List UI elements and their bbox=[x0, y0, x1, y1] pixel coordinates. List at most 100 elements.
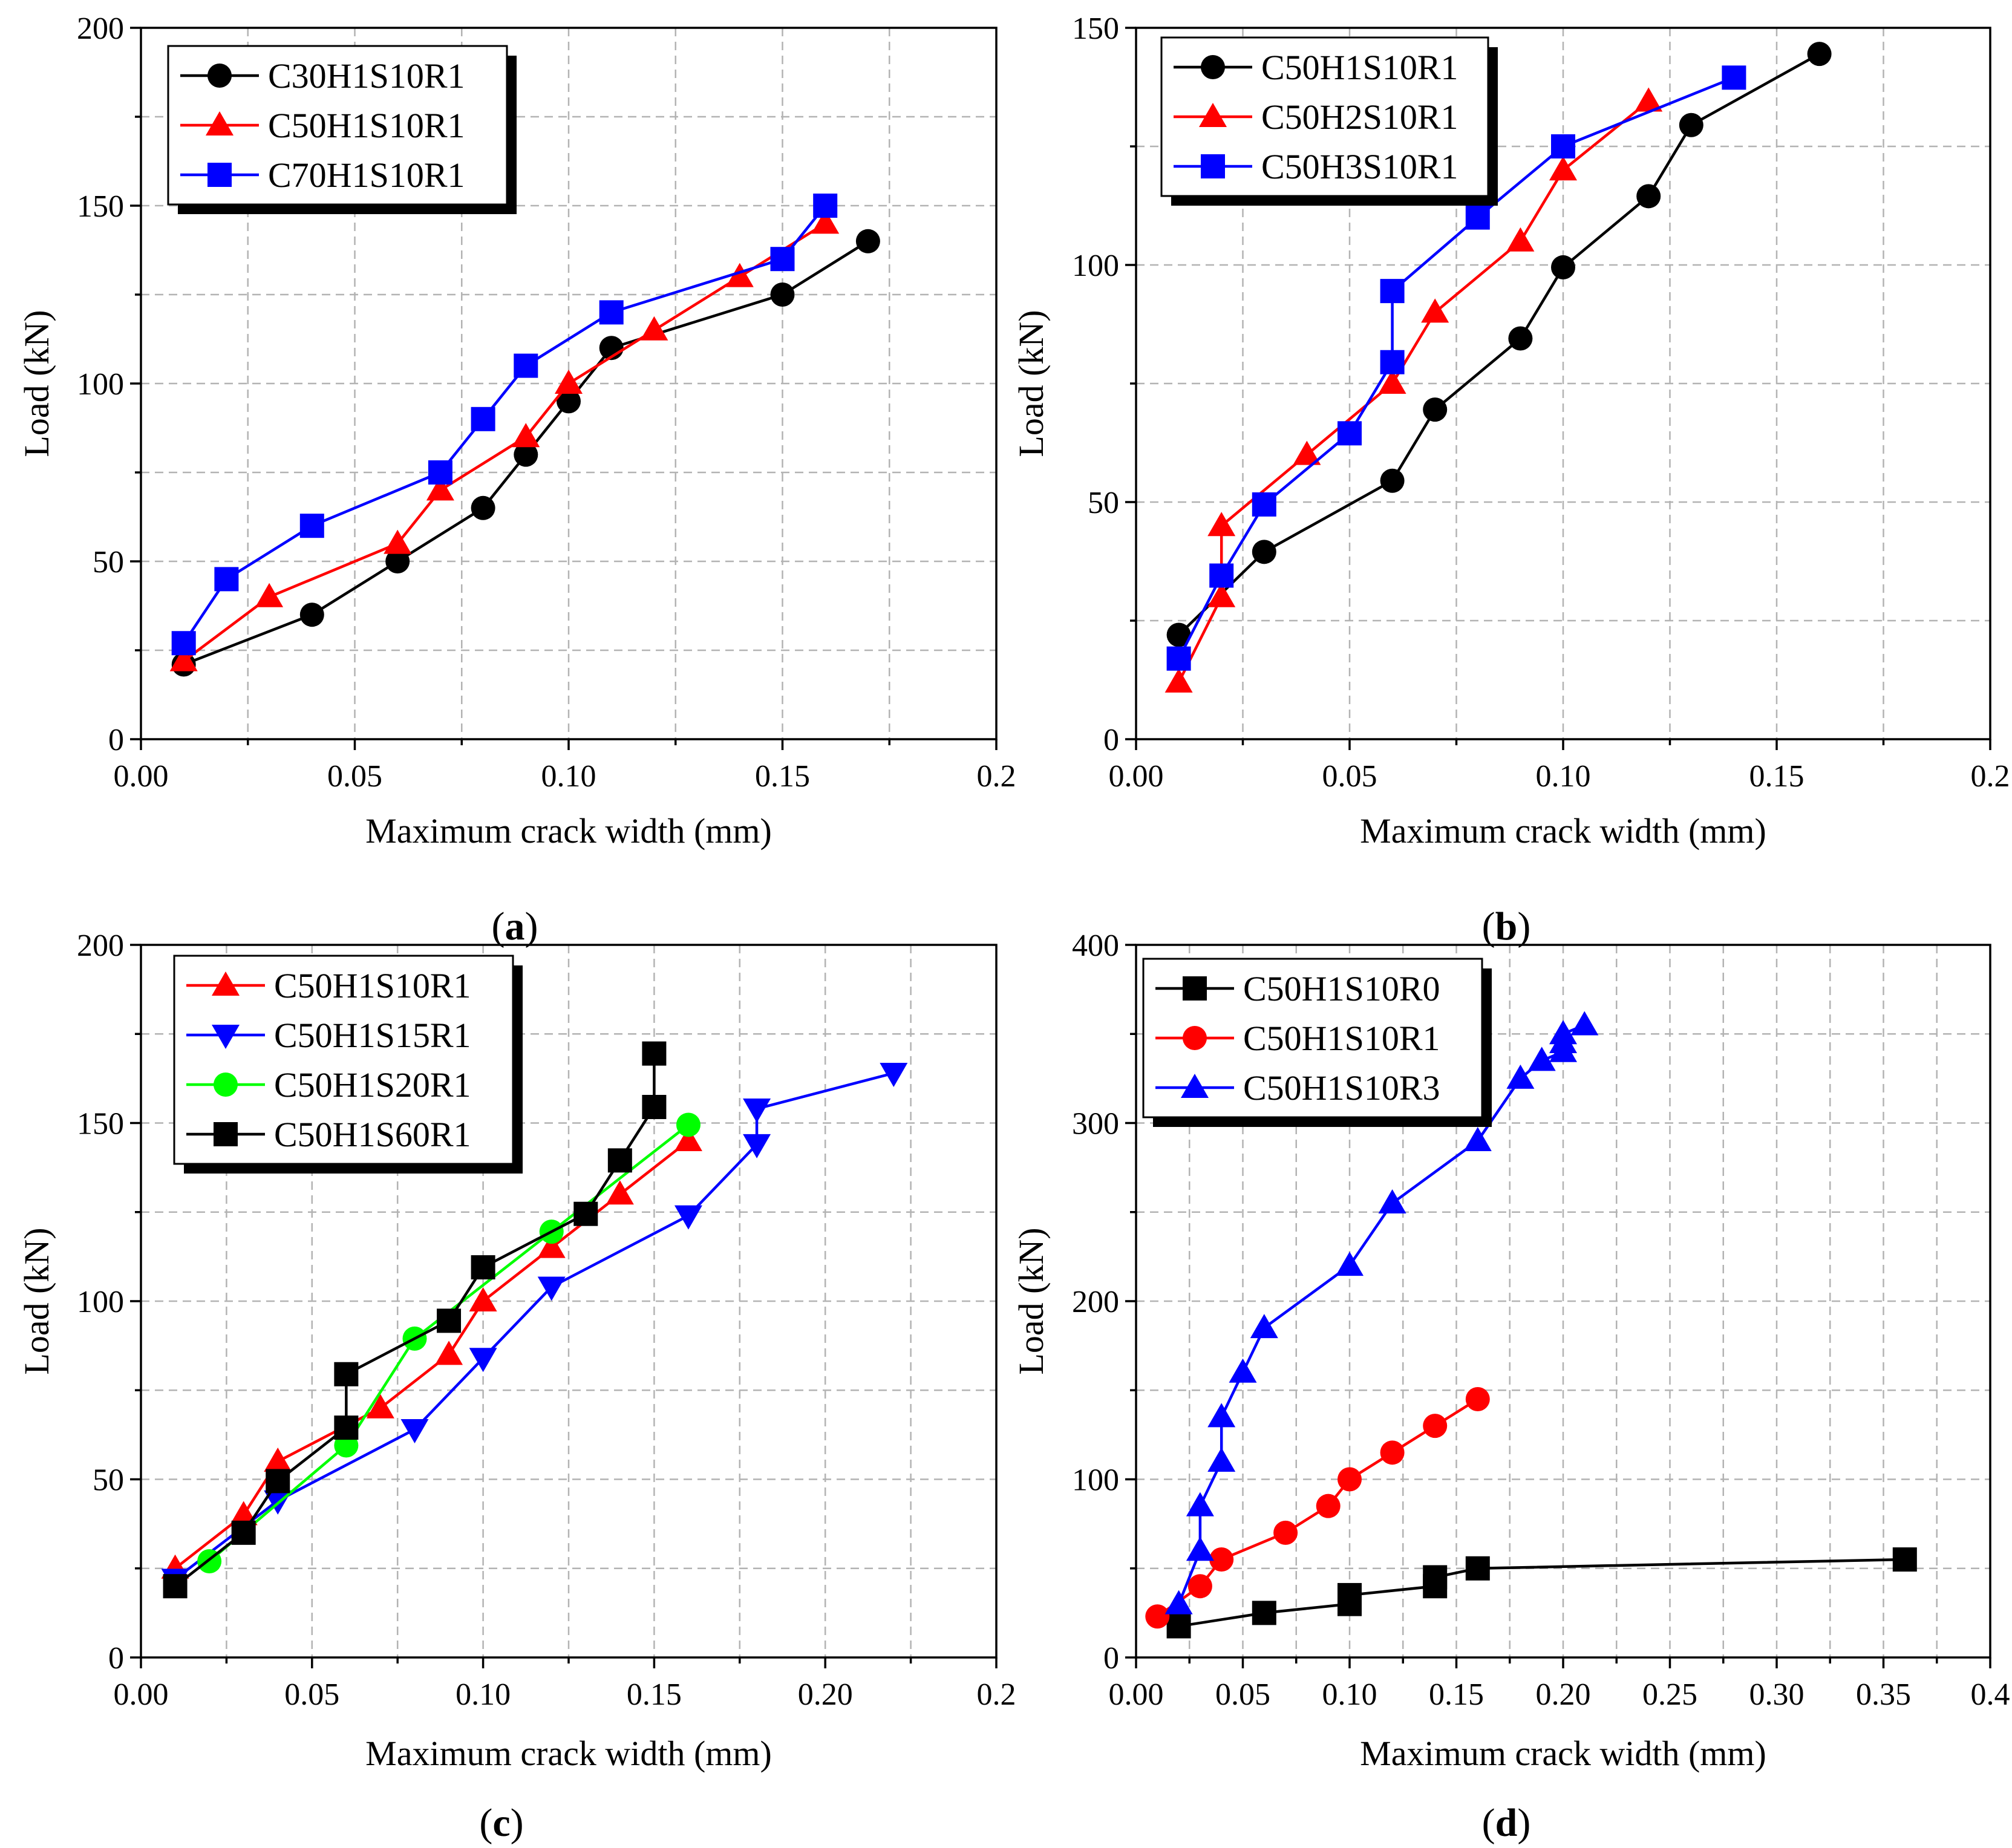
legend-label: C50H1S10R1 bbox=[1261, 48, 1458, 87]
x-tick-label: 0.10 bbox=[1536, 759, 1591, 794]
y-axis-title: Load (kN) bbox=[17, 310, 56, 457]
data-point bbox=[1380, 350, 1405, 374]
x-tick-label: 0.15 bbox=[627, 1677, 682, 1712]
data-point bbox=[366, 1394, 394, 1419]
data-point bbox=[676, 1112, 701, 1137]
data-point bbox=[1636, 184, 1661, 209]
data-point bbox=[1145, 1604, 1170, 1629]
x-axis-title: Maximum crack width (mm) bbox=[1360, 811, 1766, 851]
series-line bbox=[174, 1140, 690, 1570]
legend-c: C50H1S10R1 C50H1S15R1 C50H1S20R1 C50H1S60R1 bbox=[173, 955, 523, 1174]
data-point bbox=[426, 476, 454, 501]
x-axis-title: Maximum crack width (mm) bbox=[365, 811, 772, 851]
legend-marker bbox=[206, 111, 234, 135]
y-tick-label: 50 bbox=[1088, 486, 1119, 520]
data-point bbox=[1316, 1494, 1341, 1518]
data-point bbox=[1807, 42, 1832, 67]
data-point bbox=[1186, 1492, 1214, 1517]
legend-label: C50H1S10R1 bbox=[268, 106, 465, 145]
data-point bbox=[428, 460, 452, 485]
x-axis-title: Maximum crack width (mm) bbox=[365, 1734, 772, 1773]
data-point bbox=[1207, 512, 1236, 537]
panel-label: (b) bbox=[1482, 904, 1531, 948]
y-tick-label: 200 bbox=[77, 11, 124, 46]
y-axis-title: Load (kN) bbox=[1011, 1227, 1051, 1374]
data-point bbox=[1209, 1547, 1234, 1572]
data-point bbox=[743, 1098, 771, 1123]
legend-label: C50H1S15R1 bbox=[274, 1016, 471, 1055]
data-point bbox=[880, 1063, 908, 1088]
x-tick-label: 0.15 bbox=[1429, 1677, 1484, 1712]
legend-label: C50H1S10R1 bbox=[1243, 1019, 1440, 1058]
legend-marker bbox=[1201, 154, 1225, 178]
x-tick-label: 0.00 bbox=[114, 759, 169, 794]
x-tick-label: 0.25 bbox=[1642, 1677, 1697, 1712]
data-point bbox=[1570, 1011, 1599, 1036]
data-point bbox=[599, 300, 624, 325]
data-point bbox=[743, 1134, 771, 1158]
data-point bbox=[1209, 563, 1234, 588]
data-point bbox=[435, 1340, 463, 1365]
data-point bbox=[169, 647, 198, 671]
series-C50H1S10R0 bbox=[1166, 1547, 1917, 1639]
panel-a: 0.00 0.05 0.10 0.15 0.2 0 50 100 150 200 Maximum c… bbox=[17, 11, 1016, 948]
series-C50H1S10R1 bbox=[1166, 42, 1832, 647]
data-point bbox=[1166, 1614, 1191, 1639]
data-point bbox=[334, 1362, 359, 1386]
panel-d: 0.00 0.05 0.10 0.15 0.20 0.25 0.30 0.35 0.4 0 100 2… bbox=[1011, 929, 2010, 1845]
data-point bbox=[555, 370, 583, 394]
data-point bbox=[537, 1276, 566, 1301]
panel-b: 0.00 0.05 0.10 0.15 0.2 0 50 100 150 Maximum crac… bbox=[1011, 11, 2010, 948]
data-point bbox=[642, 1094, 667, 1119]
y-tick-label: 50 bbox=[93, 1463, 124, 1498]
series-C50H1S10R1 bbox=[1145, 1386, 1490, 1629]
data-point bbox=[266, 1469, 290, 1494]
data-point bbox=[1549, 156, 1577, 181]
data-point bbox=[1423, 1414, 1448, 1438]
data-point bbox=[1207, 1448, 1236, 1472]
y-tick-label: 0 bbox=[108, 723, 124, 757]
data-point bbox=[255, 583, 284, 607]
data-point bbox=[1423, 397, 1448, 422]
data-point bbox=[1465, 1386, 1490, 1411]
legend-a: C30H1S10R1 C50H1S10R1 C70H1S10R1 bbox=[167, 45, 517, 214]
data-point bbox=[163, 1574, 188, 1599]
data-point bbox=[1252, 492, 1276, 517]
data-point bbox=[770, 282, 795, 307]
x-tick-label: 0.2 bbox=[1971, 759, 2010, 794]
legend-marker bbox=[214, 1122, 238, 1146]
data-point bbox=[1229, 1358, 1257, 1383]
y-tick-label: 50 bbox=[93, 545, 124, 580]
data-point bbox=[537, 1233, 566, 1258]
legend-label: C50H1S10R3 bbox=[1243, 1068, 1440, 1108]
data-point bbox=[813, 194, 838, 218]
data-point bbox=[1164, 668, 1193, 693]
legend-label: C70H1S10R1 bbox=[268, 155, 465, 195]
x-tick-label: 0.2 bbox=[977, 759, 1016, 794]
data-point bbox=[1549, 1020, 1577, 1045]
legend-d: C50H1S10R0 C50H1S10R1 C50H1S10R3 bbox=[1142, 958, 1492, 1127]
data-point bbox=[471, 495, 495, 520]
panel-label: (a) bbox=[492, 904, 538, 948]
data-point bbox=[214, 567, 239, 592]
panel-label-letter: d bbox=[1495, 1801, 1518, 1845]
y-tick-label: 150 bbox=[77, 189, 124, 224]
data-point bbox=[1506, 1064, 1535, 1089]
data-point bbox=[1186, 1536, 1214, 1561]
data-point bbox=[1293, 440, 1321, 465]
x-tick-label: 0.15 bbox=[755, 759, 810, 794]
y-tick-label: 400 bbox=[1072, 929, 1119, 963]
data-point bbox=[1722, 65, 1746, 90]
data-point bbox=[855, 229, 880, 253]
y-tick-label: 200 bbox=[77, 929, 124, 963]
data-point bbox=[642, 1041, 667, 1066]
legend-label: C50H2S10R1 bbox=[1261, 97, 1458, 137]
data-point bbox=[1465, 1556, 1490, 1581]
data-point bbox=[1166, 622, 1191, 647]
data-point bbox=[471, 1255, 495, 1280]
y-tick-label: 100 bbox=[77, 367, 124, 402]
legend-marker bbox=[207, 163, 232, 187]
x-tick-label: 0.00 bbox=[1109, 1677, 1164, 1712]
x-tick-label: 0.05 bbox=[1215, 1677, 1270, 1712]
